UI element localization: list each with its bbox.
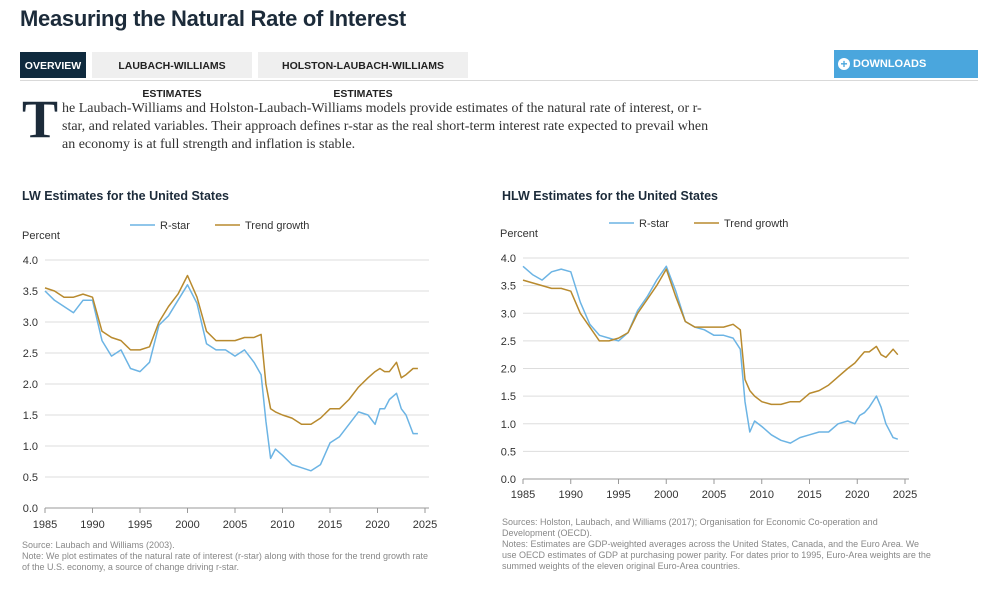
y-axis-label: Percent <box>22 230 60 242</box>
y-tick-label: 3.0 <box>501 308 516 320</box>
y-tick-label: 2.0 <box>23 379 38 391</box>
tab-overview[interactable]: OVERVIEW <box>20 52 86 78</box>
x-tick-label: 1995 <box>606 489 630 501</box>
hlw-chart-title: HLW Estimates for the United States <box>502 189 719 203</box>
y-tick-label: 1.0 <box>23 441 38 453</box>
y-tick-label: 2.5 <box>23 348 38 360</box>
x-tick-label: 2010 <box>270 519 294 531</box>
x-tick-label: 1995 <box>128 519 152 531</box>
x-tick-label: 2000 <box>175 519 199 531</box>
x-tick-label: 2020 <box>845 489 869 501</box>
lw-chart: Percent R-star Trend growth 0.0 0.5 1.0 1.5 2.0… <box>22 220 437 531</box>
x-tick-label: 1990 <box>80 519 104 531</box>
y-tick-label: 2.0 <box>501 364 516 376</box>
x-tick-label: 1985 <box>511 489 535 501</box>
x-tick-label: 2000 <box>654 489 678 501</box>
x-tick-label: 2010 <box>750 489 774 501</box>
hlw-source: Sources: Holston, Laubach, and Williams … <box>502 517 878 538</box>
y-tick-label: 1.5 <box>23 410 38 422</box>
y-tick-label: 2.5 <box>501 336 516 348</box>
y-tick-label: 0.5 <box>501 446 516 458</box>
lw-notes: Source: Laubach and Williams (2003). Not… <box>22 540 432 573</box>
hlw-chart: Percent R-star Trend growth 0.0 0.5 1.0 1.5 2.0… <box>500 218 917 501</box>
x-tick-label: 2015 <box>318 519 342 531</box>
y-tick-label: 1.0 <box>501 419 516 431</box>
legend-label-0: R-star <box>160 220 190 232</box>
series-line-trend-growth <box>522 268 899 406</box>
x-tick-label: 2015 <box>797 489 821 501</box>
page-title: Measuring the Natural Rate of Interest <box>20 6 406 31</box>
intro-text: he Laubach-Williams and Holston-Laubach-… <box>62 101 709 152</box>
y-tick-label: 0.0 <box>501 474 516 486</box>
hlw-note: Notes: Estimates are GDP-weighted averag… <box>502 539 931 571</box>
downloads-button[interactable]: + DOWNLOADS <box>834 50 978 78</box>
y-tick-label: 0.0 <box>23 503 38 515</box>
legend-label-0: R-star <box>639 218 669 230</box>
x-tick-label: 2005 <box>702 489 726 501</box>
legend-label-1: Trend growth <box>245 220 309 232</box>
series-line-rstar <box>44 284 418 472</box>
x-tick-label: 2020 <box>365 519 389 531</box>
x-tick-label: 1990 <box>559 489 583 501</box>
x-tick-label: 2025 <box>893 489 917 501</box>
tab-bar: OVERVIEW LAUBACH-WILLIAMS ESTIMATES HOLS… <box>20 52 978 100</box>
y-tick-label: 1.5 <box>501 391 516 403</box>
downloads-label: DOWNLOADS <box>853 58 927 70</box>
x-tick-label: 2005 <box>223 519 247 531</box>
lw-source: Source: Laubach and Williams (2003). <box>22 540 175 550</box>
series-line-rstar <box>522 265 899 444</box>
tab-holston-laubach-williams[interactable]: HOLSTON-LAUBACH-WILLIAMS ESTIMATES <box>258 52 468 100</box>
lw-chart-title: LW Estimates for the United States <box>22 189 229 203</box>
drop-cap: T <box>22 89 59 149</box>
series-line-trend-growth <box>44 274 418 426</box>
y-tick-label: 4.0 <box>23 255 38 267</box>
y-axis-label: Percent <box>500 228 538 240</box>
legend-label-1: Trend growth <box>724 218 788 230</box>
plus-circle-icon: + <box>838 58 850 70</box>
tab-laubach-williams[interactable]: LAUBACH-WILLIAMS ESTIMATES <box>92 52 252 100</box>
x-tick-label: 2025 <box>413 519 437 531</box>
y-tick-label: 3.5 <box>501 281 516 293</box>
y-tick-label: 4.0 <box>501 253 516 265</box>
lw-note: Note: We plot estimates of the natural r… <box>22 551 429 572</box>
x-tick-label: 1985 <box>33 519 57 531</box>
y-tick-label: 0.5 <box>23 472 38 484</box>
y-tick-label: 3.0 <box>23 317 38 329</box>
hlw-notes: Sources: Holston, Laubach, and Williams … <box>502 517 932 572</box>
y-tick-label: 3.5 <box>23 286 38 298</box>
